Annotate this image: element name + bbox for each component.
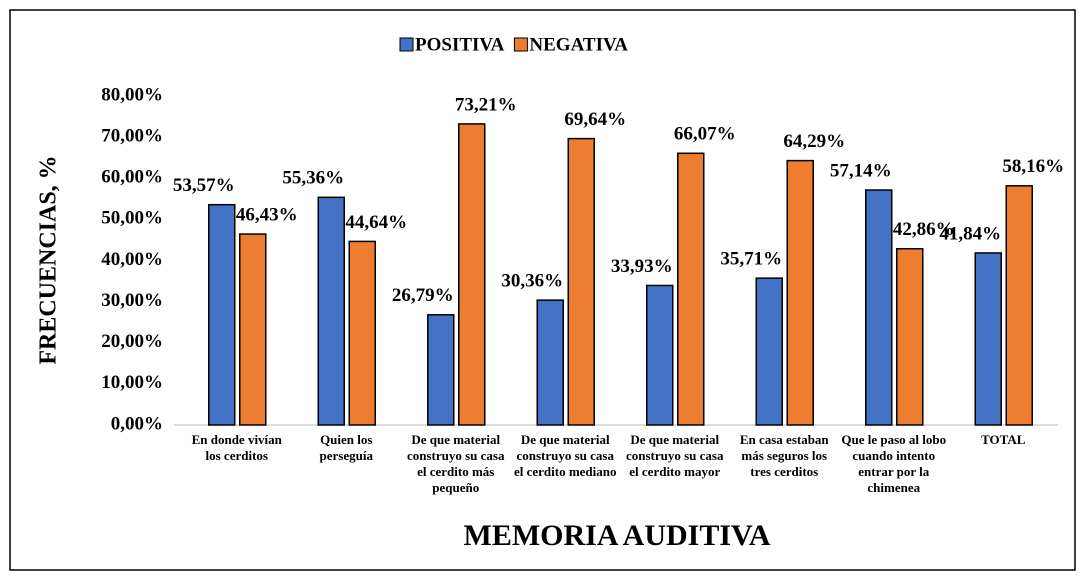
data-label: 46,43% bbox=[236, 204, 298, 225]
bar bbox=[317, 196, 345, 426]
data-label: 35,71% bbox=[720, 249, 782, 270]
bar bbox=[458, 123, 486, 426]
y-tick-label: 20,00% bbox=[101, 331, 163, 352]
y-tick-label: 0,00% bbox=[111, 413, 163, 434]
data-label: 55,36% bbox=[282, 168, 344, 189]
bar bbox=[896, 247, 924, 426]
data-label: 58,16% bbox=[1002, 156, 1064, 177]
data-label: 30,36% bbox=[501, 271, 563, 292]
x-tick-label: De que material construyo su casa el cer… bbox=[625, 432, 724, 479]
bar bbox=[239, 233, 267, 426]
bar bbox=[567, 137, 595, 426]
y-tick-label: 40,00% bbox=[101, 249, 163, 270]
bar bbox=[974, 252, 1002, 426]
data-label: 44,64% bbox=[345, 212, 407, 233]
data-label: 53,57% bbox=[173, 175, 235, 196]
data-label: 66,07% bbox=[674, 124, 736, 145]
data-label: 64,29% bbox=[783, 131, 845, 152]
bar bbox=[865, 189, 893, 426]
x-tick-label: De que material construyo su casa el cer… bbox=[406, 432, 505, 495]
bar bbox=[427, 314, 455, 426]
data-label: 41,84% bbox=[939, 223, 1001, 244]
y-tick-label: 50,00% bbox=[101, 208, 163, 229]
y-tick-label: 80,00% bbox=[101, 84, 163, 105]
data-label: 26,79% bbox=[392, 285, 454, 306]
bar bbox=[208, 203, 236, 426]
legend-label: NEGATIVA bbox=[529, 34, 628, 55]
data-label: 57,14% bbox=[830, 160, 892, 181]
x-tick-label: TOTAL bbox=[981, 432, 1026, 447]
x-tick-label: De que material construyo su casa el cer… bbox=[513, 432, 617, 479]
x-tick-label: Quien los perseguía bbox=[319, 432, 373, 463]
bar bbox=[348, 240, 376, 426]
y-tick-label: 70,00% bbox=[101, 125, 163, 146]
x-tick-label: Que le paso al lobo cuando intento entra… bbox=[841, 432, 947, 495]
data-label: 69,64% bbox=[564, 109, 626, 130]
data-label: 73,21% bbox=[455, 94, 517, 115]
x-axis-title: MEMORIA AUDITIVA bbox=[464, 519, 771, 552]
bar bbox=[646, 284, 674, 426]
y-tick-label: 30,00% bbox=[101, 290, 163, 311]
y-tick-label: 60,00% bbox=[101, 167, 163, 188]
bar bbox=[1005, 185, 1033, 426]
y-axis-title: FRECUENCIAS, % bbox=[36, 155, 62, 364]
y-tick-label: 10,00% bbox=[101, 372, 163, 393]
x-tick-label: En donde vivían los cerditos bbox=[191, 432, 282, 463]
data-label: 33,93% bbox=[611, 256, 673, 277]
x-tick-label: En casa estaban más seguros los tres cer… bbox=[739, 432, 829, 479]
bar bbox=[786, 159, 814, 426]
data-label: 42,86% bbox=[893, 219, 955, 240]
bar bbox=[677, 152, 705, 426]
bar bbox=[755, 277, 783, 426]
bar bbox=[536, 299, 564, 426]
legend-swatch bbox=[513, 37, 528, 52]
legend-swatch bbox=[399, 37, 414, 52]
legend-label: POSITIVA bbox=[415, 34, 505, 55]
